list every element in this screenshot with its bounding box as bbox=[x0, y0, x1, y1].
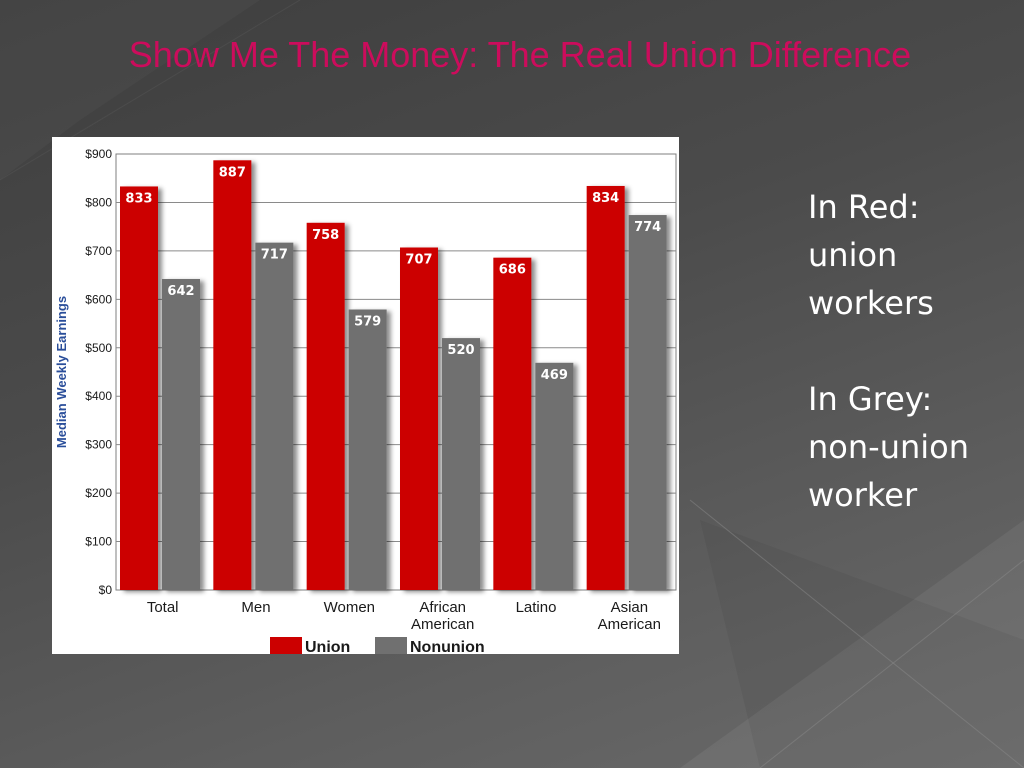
bar-value-label: 520 bbox=[447, 343, 474, 358]
y-tick-label: $900 bbox=[85, 147, 112, 161]
y-tick-label: $400 bbox=[85, 389, 112, 403]
grey-note-line-1: In Grey: bbox=[808, 380, 933, 418]
slide-title: Show Me The Money: The Real Union Differ… bbox=[128, 34, 912, 75]
bar-value-label: 834 bbox=[592, 191, 619, 206]
grey-note-line-2: non-union bbox=[808, 428, 969, 466]
red-note-line-3: workers bbox=[808, 284, 934, 322]
y-tick-label: $600 bbox=[85, 292, 112, 306]
x-category-label: Asian bbox=[611, 599, 649, 616]
y-axis-label: Median Weekly Earnings bbox=[54, 296, 69, 448]
bar-value-label: 774 bbox=[634, 220, 661, 235]
y-tick-label: $800 bbox=[85, 195, 112, 209]
y-tick-label: $200 bbox=[85, 486, 112, 500]
union-bar bbox=[400, 247, 438, 590]
nonunion-bar bbox=[442, 338, 480, 590]
y-tick-label: $500 bbox=[85, 341, 112, 355]
union-bar bbox=[120, 186, 158, 591]
x-category-label: Total bbox=[147, 599, 179, 616]
x-category-label: Men bbox=[241, 599, 270, 616]
bar-value-label: 833 bbox=[125, 191, 152, 206]
legend-union-swatch bbox=[270, 637, 302, 654]
legend-nonunion-swatch bbox=[375, 637, 407, 654]
nonunion-bar bbox=[628, 215, 667, 590]
y-tick-label: $300 bbox=[85, 438, 112, 452]
legend-label: Nonunion bbox=[410, 639, 485, 654]
y-tick-label: $0 bbox=[99, 583, 113, 597]
bar-value-label: 717 bbox=[261, 248, 288, 263]
nonunion-bar bbox=[162, 278, 200, 590]
y-tick-label: $100 bbox=[85, 535, 112, 549]
bar-chart: $0 $100 $200 $300 $400 $500 $600 $700 $800 $900 Me… bbox=[54, 147, 677, 654]
plot-frame bbox=[115, 153, 677, 591]
bar-value-label: 579 bbox=[354, 315, 381, 330]
bar-value-label: 887 bbox=[219, 165, 246, 180]
nonunion-bar bbox=[348, 309, 387, 590]
bar-value-label: 707 bbox=[405, 252, 432, 267]
legend-label: Union bbox=[305, 639, 350, 654]
nonunion-bar bbox=[255, 242, 294, 591]
x-category-label: Women bbox=[324, 599, 375, 616]
legend-explanation: In Red: union workers In Grey: non-union… bbox=[808, 183, 1018, 519]
red-note-line-1: In Red: bbox=[808, 188, 920, 226]
union-bar bbox=[493, 257, 532, 590]
bar-value-label: 686 bbox=[499, 263, 526, 278]
chart-panel: $0 $100 $200 $300 $400 $500 $600 $700 $800 $900 Me… bbox=[52, 137, 679, 654]
union-bar bbox=[306, 222, 345, 590]
x-category-label: African bbox=[419, 599, 466, 616]
grey-note-line-3: worker bbox=[808, 476, 918, 514]
red-note-line-2: union bbox=[808, 236, 898, 274]
x-category-label: American bbox=[598, 616, 661, 633]
nonunion-bar bbox=[535, 362, 574, 590]
y-tick-label: $700 bbox=[85, 244, 112, 258]
bar-value-label: 758 bbox=[312, 228, 339, 243]
bar-value-label: 642 bbox=[167, 284, 194, 299]
union-bar bbox=[586, 185, 625, 590]
x-category-label: Latino bbox=[516, 599, 557, 616]
union-bar bbox=[213, 160, 252, 590]
bar-value-label: 469 bbox=[541, 368, 568, 383]
x-category-label: American bbox=[411, 616, 474, 633]
